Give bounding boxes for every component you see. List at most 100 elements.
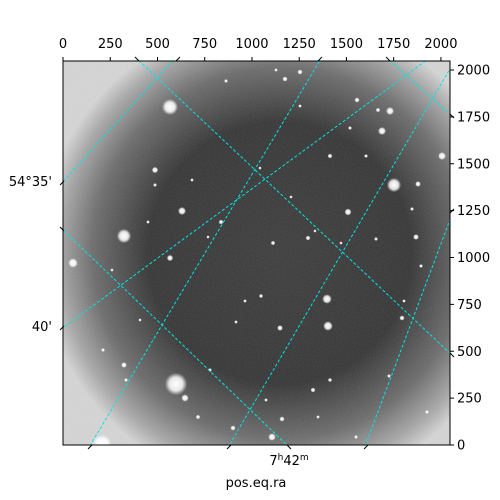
star — [316, 415, 320, 419]
star — [298, 104, 302, 108]
star — [243, 299, 247, 303]
star — [279, 416, 285, 422]
star — [277, 325, 283, 331]
world-tick-marks — [59, 56, 455, 450]
x-tick-label: 750 — [192, 37, 217, 52]
star — [410, 207, 414, 211]
x-tick-label: 1750 — [377, 37, 410, 52]
x-tick-label: 1250 — [283, 37, 316, 52]
star — [386, 107, 394, 115]
dec-label-2: 40' — [32, 320, 52, 335]
star — [151, 166, 159, 174]
star — [116, 228, 132, 244]
star — [364, 154, 368, 158]
star — [282, 76, 288, 82]
star — [146, 220, 150, 224]
y-tick-label: 1250 — [457, 204, 490, 219]
star — [354, 97, 360, 103]
plot-frame — [62, 60, 451, 446]
star — [234, 320, 238, 324]
star — [101, 348, 105, 352]
ra-label: 7h42m — [269, 453, 308, 469]
star — [208, 368, 212, 372]
star — [327, 377, 333, 383]
y-tick-label: 1500 — [457, 157, 490, 172]
star — [124, 378, 128, 382]
star — [258, 166, 262, 170]
star — [354, 435, 358, 439]
grid-line — [89, 61, 321, 445]
star — [386, 177, 402, 193]
star — [230, 425, 236, 431]
star — [153, 183, 157, 187]
star — [218, 219, 224, 225]
star — [425, 410, 429, 414]
star — [339, 241, 343, 245]
star — [289, 195, 293, 199]
star — [305, 235, 311, 241]
grid-line — [63, 61, 427, 329]
star — [387, 374, 391, 378]
star — [415, 181, 421, 187]
star — [297, 69, 303, 75]
dec-label-1: 54°35' — [9, 175, 52, 190]
y-tick-label: 1750 — [457, 110, 490, 125]
coordinate-grid — [63, 61, 450, 445]
star — [322, 294, 332, 304]
x-tick-label: 0 — [59, 37, 67, 52]
star — [195, 414, 201, 420]
grid-line — [63, 61, 174, 183]
star — [413, 234, 419, 240]
y-tick-label: 750 — [457, 298, 482, 313]
star — [313, 229, 317, 233]
star — [121, 362, 127, 368]
star — [178, 207, 186, 215]
x-tick-label: 1000 — [235, 37, 268, 52]
star — [378, 127, 386, 135]
star — [348, 126, 352, 130]
y-axis-right: 0 250 500 750 1000 1250 1500 1750 2000 — [450, 64, 490, 454]
star — [190, 178, 194, 182]
star — [310, 387, 316, 393]
star — [402, 299, 406, 303]
x-axis-top: 0 250 500 750 1000 1250 1500 1750 2000 — [59, 37, 457, 61]
y-tick-label: 0 — [457, 439, 465, 454]
star — [138, 318, 142, 322]
star — [399, 315, 405, 321]
y-tick-label: 500 — [457, 345, 482, 360]
y-tick-label: 2000 — [457, 64, 490, 79]
x-tick-label: 250 — [98, 37, 123, 52]
star — [224, 79, 228, 83]
y-tick-label: 1000 — [457, 251, 490, 266]
star — [181, 394, 189, 402]
star — [375, 107, 381, 113]
sky-image — [63, 61, 450, 445]
grid-line — [364, 218, 450, 445]
star — [164, 372, 188, 396]
star — [270, 240, 276, 246]
star — [162, 99, 178, 115]
grid-line — [389, 61, 450, 116]
star — [268, 433, 276, 441]
x-axis-title: pos.eq.ra — [226, 476, 287, 491]
star — [166, 254, 174, 262]
star — [419, 264, 423, 268]
star — [258, 293, 264, 299]
star — [344, 208, 352, 216]
star — [92, 434, 112, 445]
star-field — [68, 68, 446, 445]
star — [374, 237, 378, 241]
grid-line — [63, 229, 288, 445]
x-tick-label: 2000 — [424, 37, 457, 52]
grid-line — [138, 61, 450, 354]
star — [323, 321, 333, 331]
star — [206, 235, 210, 239]
star — [264, 398, 268, 402]
x-tick-label: 1500 — [330, 37, 363, 52]
star — [438, 152, 446, 160]
star — [327, 153, 333, 159]
star — [110, 268, 114, 272]
y-tick-label: 250 — [457, 392, 482, 407]
star — [68, 258, 78, 268]
